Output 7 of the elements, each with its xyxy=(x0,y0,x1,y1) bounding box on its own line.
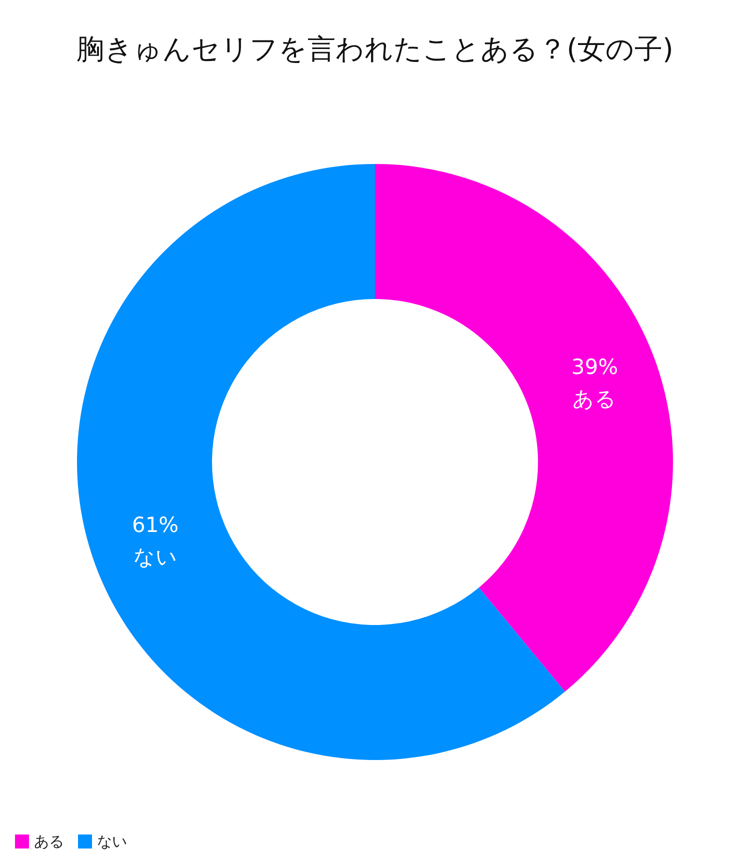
chart-title: 胸きゅんセリフを言われたことある？(女の子) xyxy=(76,32,674,66)
legend-label: ある xyxy=(34,832,64,850)
slice-label: ない xyxy=(133,545,178,570)
data-label: 61% xyxy=(132,513,179,538)
slice-label: ある xyxy=(572,386,617,411)
data-label: 39% xyxy=(571,354,618,379)
legend-label: ない xyxy=(97,832,127,850)
